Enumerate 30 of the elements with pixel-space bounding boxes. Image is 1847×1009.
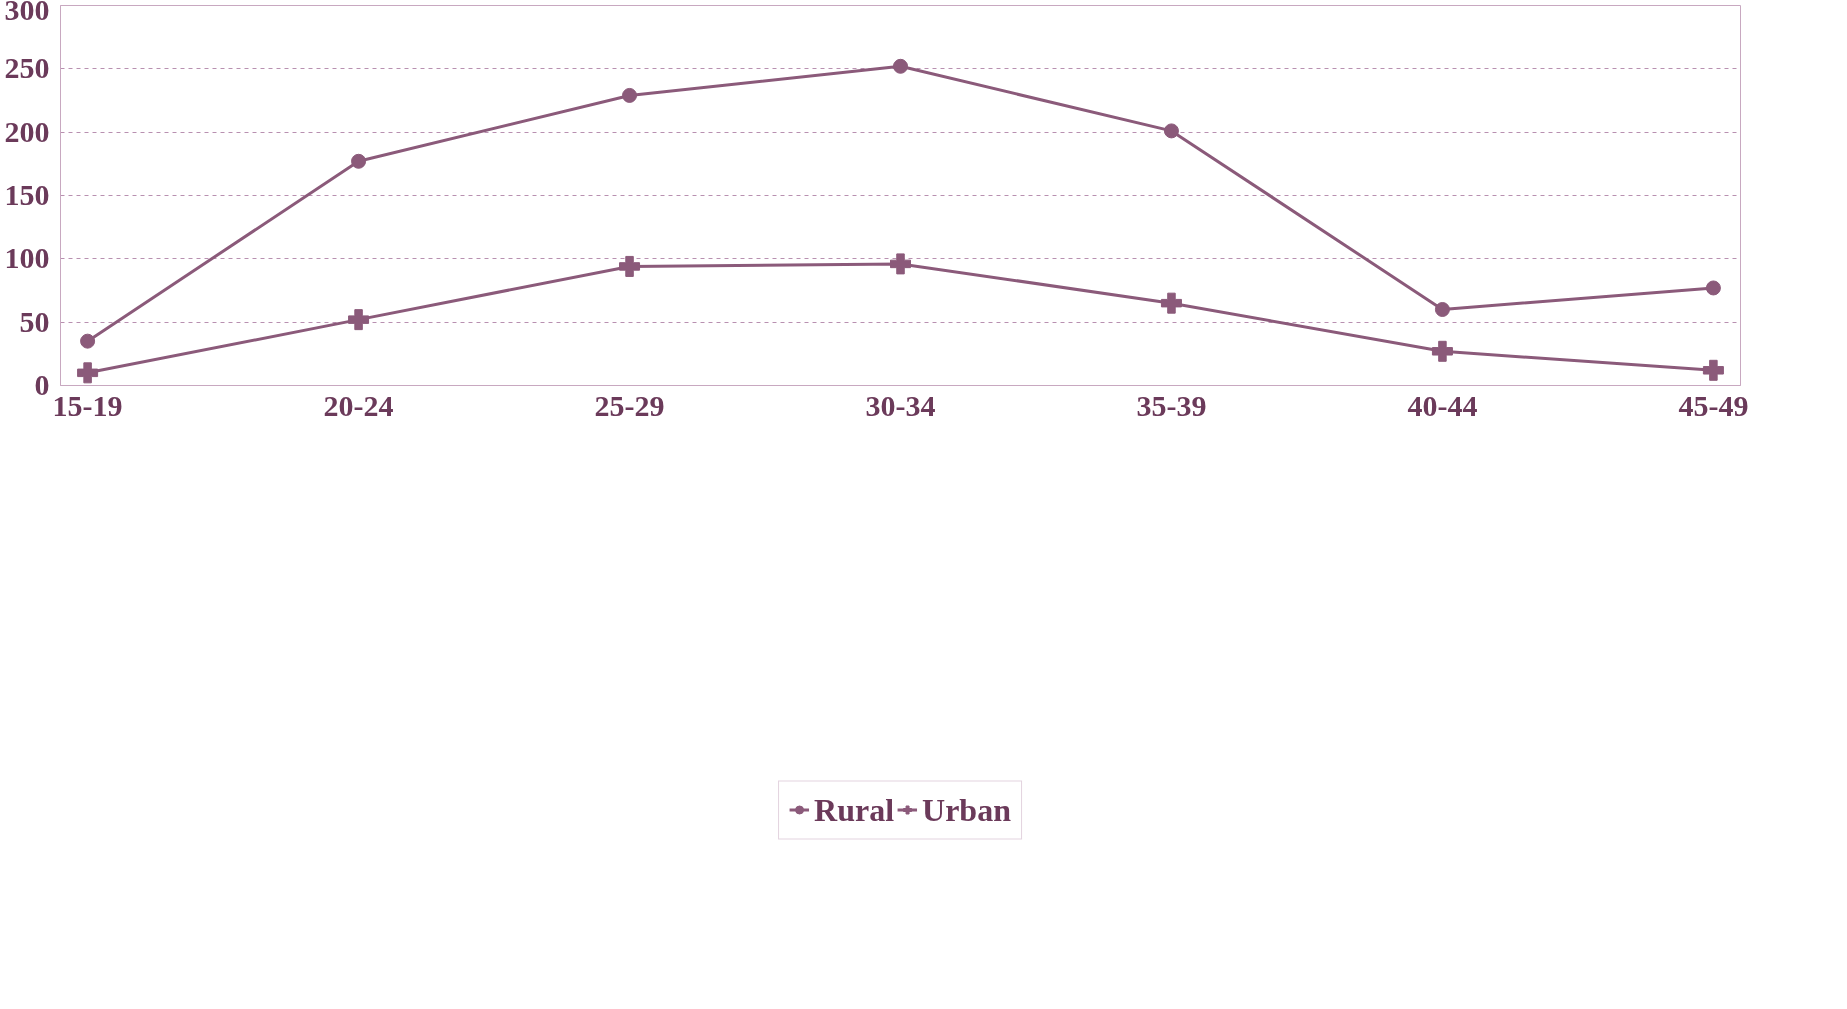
point [1434, 302, 1450, 317]
point [1160, 292, 1182, 314]
x-tick-label: 45-49 [1678, 388, 1749, 422]
x-tick-label: 40-44 [1407, 388, 1478, 422]
point [1431, 340, 1453, 362]
point [351, 153, 367, 169]
y-tick-label: 250 [4, 51, 50, 85]
x-tick-label: 35-39 [1136, 388, 1207, 422]
point [80, 333, 96, 349]
x-tick-label: 15-19 [52, 388, 123, 422]
legend-label: Urban [922, 791, 1011, 829]
point [1163, 123, 1179, 139]
y-tick-label: 100 [4, 241, 50, 275]
point [622, 87, 638, 103]
y-tick-label: 0 [34, 368, 50, 401]
x-tick-label: 30-34 [865, 388, 936, 422]
y-tick-label: 150 [4, 178, 50, 211]
point [1705, 280, 1721, 296]
point [348, 309, 370, 331]
y-tick-label: 300 [4, 0, 50, 26]
point [890, 253, 911, 275]
point [77, 362, 99, 384]
x-tick-label: 20-24 [323, 388, 394, 422]
point [893, 58, 908, 74]
x-tick-label: 25-29 [594, 388, 665, 422]
point [619, 255, 641, 277]
point [1702, 359, 1724, 381]
y-tick-label: 50 [19, 304, 50, 338]
legend-label: Rural [814, 791, 895, 829]
y-tick-label: 200 [4, 114, 50, 148]
